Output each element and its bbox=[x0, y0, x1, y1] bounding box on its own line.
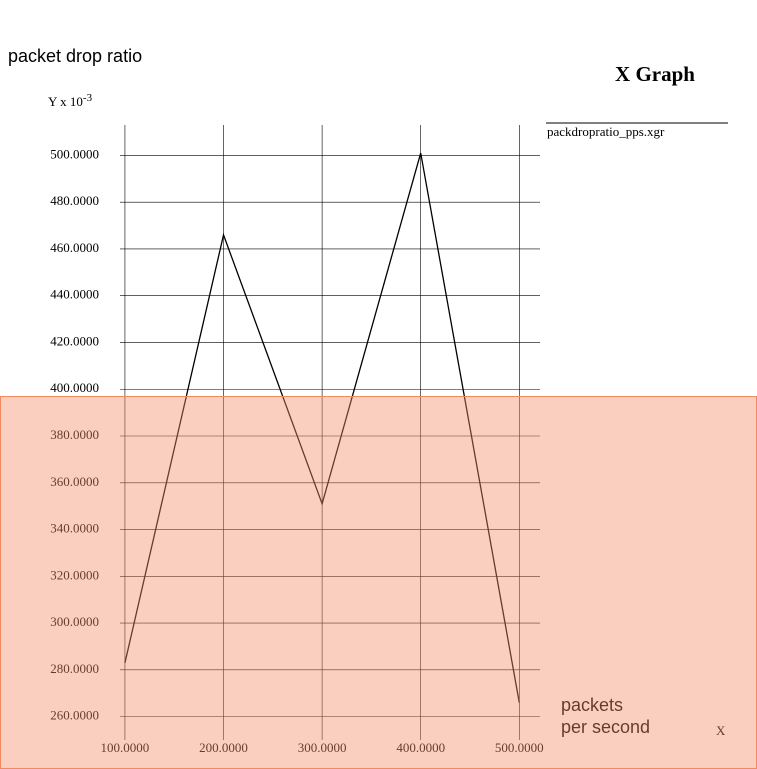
chart-title: X Graph bbox=[615, 62, 695, 86]
x-tick-label: 300.0000 bbox=[298, 740, 347, 755]
y-tick-label: 340.0000 bbox=[50, 521, 99, 536]
x-tick-label: 400.0000 bbox=[396, 740, 445, 755]
y-tick-label: 380.0000 bbox=[50, 427, 99, 442]
y-tick-label: 360.0000 bbox=[50, 474, 99, 489]
data-line bbox=[124, 152, 520, 703]
y-axis-title: packet drop ratio bbox=[8, 46, 142, 66]
y-tick-label: 500.0000 bbox=[50, 146, 99, 161]
x-tick-label: 200.0000 bbox=[199, 740, 248, 755]
selection-overlay bbox=[0, 396, 757, 769]
x-axis-title: packets bbox=[561, 695, 623, 715]
x-axis-name: X bbox=[716, 723, 726, 738]
x-tick-label: 500.0000 bbox=[495, 740, 544, 755]
y-tick-label: 460.0000 bbox=[50, 240, 99, 255]
y-tick-label: 440.0000 bbox=[50, 287, 99, 302]
y-tick-label: 260.0000 bbox=[50, 708, 99, 723]
y-unit-base: Y x 10 bbox=[48, 94, 83, 109]
y-tick-label: 280.0000 bbox=[50, 661, 99, 676]
y-tick-label: 300.0000 bbox=[50, 614, 99, 629]
legend-label: packdropratio_pps.xgr bbox=[547, 124, 665, 139]
y-tick-label: 420.0000 bbox=[50, 333, 99, 348]
y-tick-label: 320.0000 bbox=[50, 567, 99, 582]
x-tick-label: 100.0000 bbox=[101, 740, 150, 755]
y-tick-label: 480.0000 bbox=[50, 193, 99, 208]
y-unit-exponent: -3 bbox=[83, 92, 93, 104]
y-unit: Y x 10-3 bbox=[48, 92, 93, 109]
y-tick-label: 400.0000 bbox=[50, 380, 99, 395]
x-axis-title: per second bbox=[561, 717, 650, 737]
